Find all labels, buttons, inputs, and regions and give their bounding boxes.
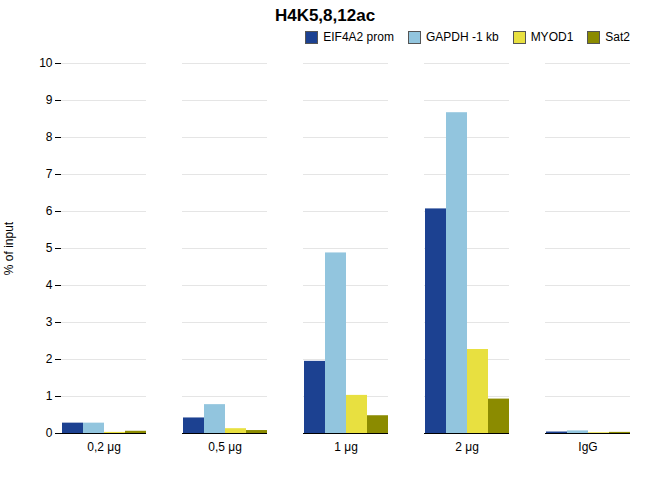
html-text:MYOD1: MYOD1	[530, 30, 574, 44]
svg-text:1: 1	[46, 389, 53, 403]
svg-text:8: 8	[46, 130, 53, 144]
svg-text:10: 10	[39, 56, 53, 70]
svg-text:IgG: IgG	[578, 440, 597, 454]
svg-text:0,2 μg: 0,2 μg	[87, 440, 121, 454]
svg-text:7: 7	[46, 167, 53, 181]
html-text:Sat2: Sat2	[605, 30, 630, 44]
svg-text:2: 2	[46, 352, 53, 366]
svg-text:0,5 μg: 0,5 μg	[208, 440, 242, 454]
html-text:H4K5,8,12ac: H4K5,8,12ac	[274, 6, 376, 25]
svg-text:% of input: % of input	[2, 221, 16, 275]
svg-text:9: 9	[46, 93, 53, 107]
svg-text:0: 0	[46, 426, 53, 440]
html-text:GAPDH -1 kb: GAPDH -1 kb	[425, 30, 499, 44]
svg-text:4: 4	[46, 278, 53, 292]
svg-text:6: 6	[46, 204, 53, 218]
svg-text:2 μg: 2 μg	[455, 440, 479, 454]
html-text:EIF4A2 prom: EIF4A2 prom	[323, 30, 394, 44]
svg-text:3: 3	[46, 315, 53, 329]
svg-text:5: 5	[46, 241, 53, 255]
svg-text:1 μg: 1 μg	[334, 440, 358, 454]
